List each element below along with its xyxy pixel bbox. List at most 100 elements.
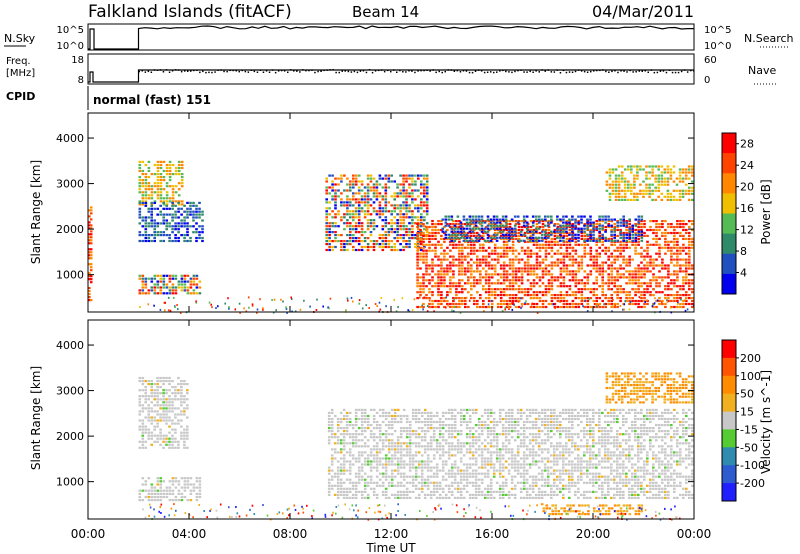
power-cell-1 (147, 182, 151, 185)
power-cell-2 (141, 225, 145, 228)
power-cell-5 (559, 225, 563, 229)
power-cell-2 (195, 239, 198, 243)
power-cell-4 (352, 210, 355, 213)
power-cell-7 (691, 186, 694, 189)
power-cell-5 (637, 276, 640, 279)
power-cell-6 (574, 224, 577, 227)
power-cell-4 (402, 183, 405, 186)
power-cell-0 (89, 251, 93, 254)
power-cell-4 (325, 198, 328, 201)
power-cell-3 (183, 277, 187, 280)
power-cell-6 (562, 218, 565, 221)
velocity-cell-2 (423, 430, 427, 433)
power-cell-6 (592, 236, 595, 239)
nave-dot (456, 69, 459, 72)
power-cell-5 (535, 252, 539, 255)
power-cell-4 (334, 237, 337, 240)
velocity-cell-0 (141, 419, 145, 422)
power-cell-5 (553, 305, 557, 309)
power-cell-6 (507, 227, 511, 230)
power-cell-5 (616, 246, 619, 249)
power-cell-4 (405, 210, 408, 213)
power-cell-4 (357, 210, 361, 213)
velocity-cell-0 (147, 419, 150, 422)
power-cell-3 (186, 289, 190, 292)
velocity-cell-2 (399, 463, 403, 466)
velocity-cell-0 (177, 392, 180, 395)
power-cell-4 (337, 195, 340, 198)
power-cell-5 (479, 279, 482, 282)
power-cell-4 (378, 195, 382, 198)
power-cell-5 (440, 276, 443, 279)
power-speckle (511, 308, 514, 311)
power-cell-5 (470, 273, 473, 276)
power-cell-7 (681, 195, 685, 198)
velocity-cell-1 (168, 499, 172, 502)
power-cell-0 (88, 248, 91, 251)
power-cell-5 (577, 264, 581, 267)
power-cell-5 (631, 273, 634, 276)
power-cell-5 (544, 264, 548, 267)
power-cell-2 (168, 222, 171, 225)
velocity-cell-2 (381, 481, 385, 484)
power-cell-7 (666, 168, 670, 171)
power-cell-4 (354, 183, 358, 186)
power-cell-4 (346, 204, 349, 207)
velocity-cell-0 (153, 434, 156, 437)
power-cell-5 (604, 225, 607, 229)
power-cell-2 (183, 225, 186, 228)
power-cell-1 (159, 191, 163, 194)
velocity-cell-1 (141, 489, 145, 492)
power-cell-1 (162, 203, 166, 206)
power-cell-5 (664, 237, 667, 240)
power-cell-5 (574, 261, 578, 264)
velocity-cell-2 (423, 493, 427, 496)
power-speckle (393, 298, 395, 301)
power-speckle (644, 300, 646, 303)
velocity-cell-2 (396, 490, 400, 493)
power-cell-5 (685, 258, 688, 261)
power-cell-6 (522, 239, 526, 242)
power-cell-5 (446, 237, 449, 240)
power-cell-0 (89, 254, 93, 257)
power-cell-5 (562, 305, 566, 309)
power-cell-5 (502, 249, 506, 252)
power-cell-5 (673, 264, 676, 267)
power-cell-4 (363, 237, 367, 240)
power-cell-5 (425, 285, 428, 288)
power-cell-5 (526, 279, 530, 282)
power-cell-5 (577, 220, 581, 223)
power-cell-6 (495, 239, 499, 242)
power-speckle (445, 296, 448, 299)
power-cell-2 (171, 216, 174, 219)
power-cell-4 (343, 216, 346, 219)
velocity-cell-2 (402, 414, 406, 418)
power-cell-7 (608, 171, 612, 174)
power-cell-5 (464, 223, 467, 226)
power-speckle (374, 303, 377, 305)
power-cell-6 (547, 233, 550, 236)
power-cell-5 (529, 305, 533, 309)
velocity-cell-2 (390, 448, 394, 451)
power-cell-5 (604, 249, 607, 252)
power-cell-5 (544, 288, 548, 291)
power-cell-5 (547, 282, 551, 285)
power-cell-5 (523, 231, 527, 235)
power-cell-5 (452, 240, 455, 243)
velocity-cell-2 (354, 430, 358, 433)
velocity-cell-2 (393, 442, 397, 445)
velocity-cell-2 (402, 460, 406, 463)
velocity-cell-0 (165, 443, 168, 446)
power-cell-5 (649, 255, 652, 258)
power-cell-7 (651, 174, 654, 177)
power-speckle (656, 299, 659, 302)
power-cell-5 (422, 258, 425, 261)
power-cell-5 (452, 255, 455, 258)
power-cell-5 (434, 225, 437, 229)
power-cell-5 (467, 282, 470, 285)
nsky-label: N.Sky (4, 32, 36, 45)
power-cell-2 (162, 231, 165, 234)
power-cell-4 (349, 210, 352, 213)
power-cell-2 (162, 234, 165, 237)
